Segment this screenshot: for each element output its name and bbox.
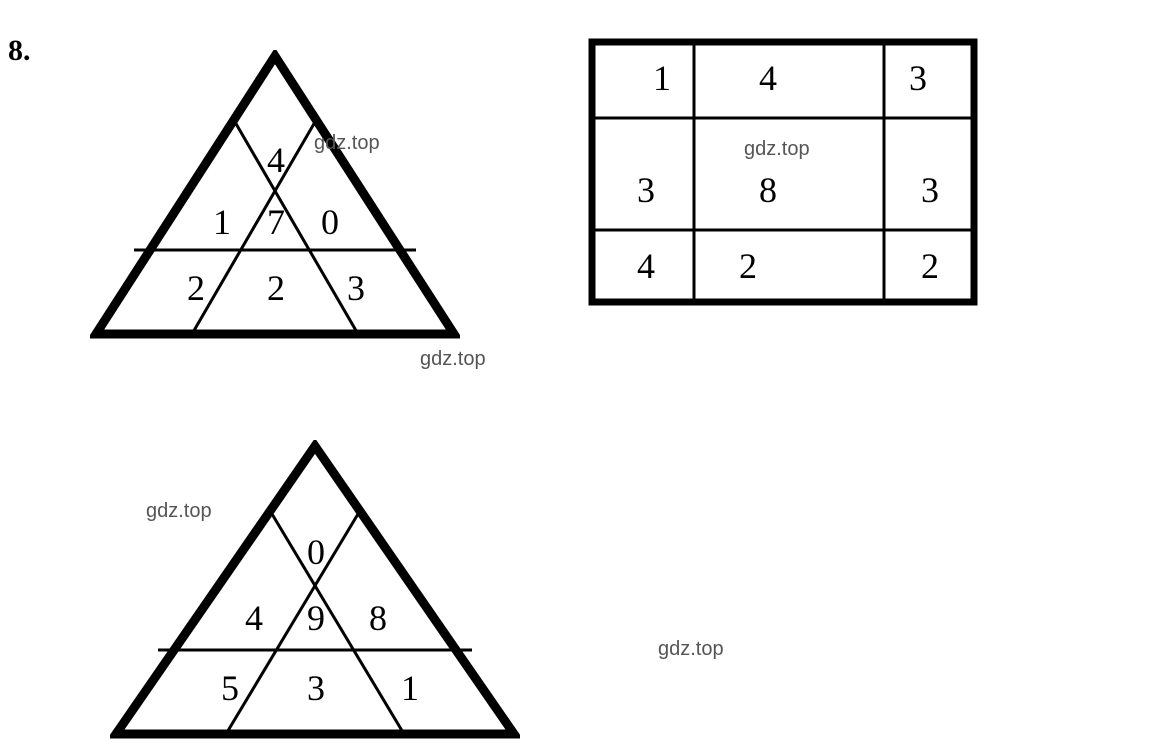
triangle-1-number: 7 xyxy=(267,201,285,243)
triangle-1-number: 0 xyxy=(321,201,339,243)
square-number: 3 xyxy=(909,57,927,99)
triangle-2-number: 8 xyxy=(369,597,387,639)
square-number: 2 xyxy=(921,245,939,287)
triangle-1-number: 2 xyxy=(267,267,285,309)
triangle-2-number: 3 xyxy=(307,667,325,709)
triangle-1-number: 4 xyxy=(267,139,285,181)
triangle-1-number: 1 xyxy=(213,201,231,243)
problem-number: 8. xyxy=(8,34,31,68)
square-number: 8 xyxy=(759,169,777,211)
square-number: 2 xyxy=(739,245,757,287)
watermark: gdz.top xyxy=(314,132,380,155)
square-number: 1 xyxy=(653,57,671,99)
square-number: 4 xyxy=(637,245,655,287)
triangle-1-number: 2 xyxy=(187,267,205,309)
triangle-2-number: 0 xyxy=(307,531,325,573)
triangle-2-number: 5 xyxy=(221,667,239,709)
square-table: 1 4 3 3 8 3 4 2 2 gdz.top xyxy=(588,38,978,306)
watermark: gdz.top xyxy=(146,500,212,523)
triangle-2-number: 4 xyxy=(245,597,263,639)
triangle-2-number: 1 xyxy=(401,667,419,709)
square-number: 4 xyxy=(759,57,777,99)
triangle-2: 0 4 9 8 5 3 1 gdz.top xyxy=(110,440,520,740)
triangle-1-number: 3 xyxy=(347,267,365,309)
square-number: 3 xyxy=(637,169,655,211)
watermark: gdz.top xyxy=(658,638,724,661)
triangle-1: 4170223 gdz.top xyxy=(90,50,460,340)
square-number: 3 xyxy=(921,169,939,211)
triangle-2-number: 9 xyxy=(307,597,325,639)
watermark: gdz.top xyxy=(744,138,810,161)
watermark: gdz.top xyxy=(420,348,486,371)
